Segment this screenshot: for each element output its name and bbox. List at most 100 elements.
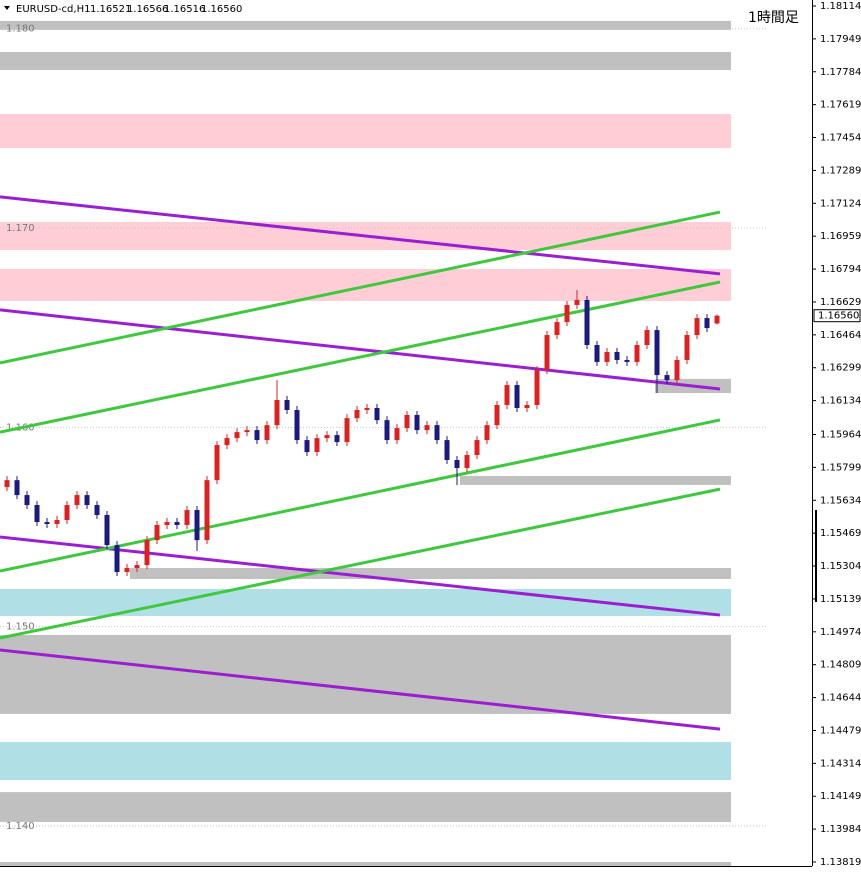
- y-tick-label: 1.17949: [820, 34, 861, 45]
- candle-body: [514, 385, 520, 408]
- zone: [0, 52, 731, 70]
- candle-body: [634, 345, 640, 362]
- candle-body: [294, 409, 300, 441]
- candle-body: [424, 425, 430, 431]
- candle-body: [194, 510, 200, 541]
- trendline: [0, 648, 721, 731]
- candle-body: [504, 385, 510, 405]
- trendline: [0, 308, 721, 391]
- candle-body: [24, 495, 30, 506]
- candle-body: [74, 495, 80, 506]
- level-label: 1.140: [6, 821, 35, 832]
- candle-body: [454, 460, 460, 468]
- candle-body: [324, 435, 330, 439]
- y-tick-label: 1.17289: [820, 165, 861, 176]
- zone: [460, 475, 731, 485]
- zone: [0, 742, 731, 781]
- candle-body: [374, 407, 380, 421]
- candle-body: [674, 359, 680, 381]
- candle-body: [264, 425, 270, 441]
- candle-body: [664, 375, 670, 381]
- y-tick-label: 1.16629: [820, 297, 861, 308]
- close-price: 1.16560: [201, 4, 242, 15]
- candle-body: [364, 407, 370, 410]
- candle-body: [94, 505, 100, 516]
- zone: [0, 862, 731, 866]
- candle-body: [44, 521, 50, 524]
- candle-body: [494, 404, 500, 426]
- candle-body: [284, 400, 290, 410]
- candle-body: [64, 505, 70, 520]
- y-tick-label: 1.15964: [820, 429, 861, 440]
- open-price: 1.16521: [90, 4, 131, 15]
- candle-body: [524, 404, 530, 408]
- y-tick-label: 1.16464: [820, 330, 861, 341]
- candle-body: [34, 505, 40, 522]
- candle-body: [534, 370, 540, 405]
- high-price: 1.16566: [127, 4, 168, 15]
- candle-body: [54, 519, 60, 524]
- candle-body: [354, 409, 360, 419]
- candle-body: [124, 568, 130, 573]
- candle-body: [574, 299, 580, 305]
- candle-body: [174, 521, 180, 525]
- y-tick-label: 1.14149: [820, 791, 861, 802]
- y-tick-label: 1.13984: [820, 824, 861, 835]
- candle-body: [704, 318, 710, 329]
- candle-body: [114, 545, 120, 573]
- y-tick-label: 1.14644: [820, 693, 861, 704]
- candle-body: [134, 565, 140, 569]
- candle-body: [594, 345, 600, 362]
- trendline: [0, 535, 721, 617]
- y-tick-label: 1.16299: [820, 363, 861, 374]
- y-tick-label: 1.15139: [820, 594, 861, 605]
- y-tick-label: 1.17619: [820, 100, 861, 111]
- candle-body: [644, 330, 650, 346]
- symbol: EURUSD-cd,H1: [16, 4, 90, 15]
- candle-body: [544, 335, 550, 371]
- y-tick-label: 1.18114: [820, 1, 861, 12]
- candle-body: [464, 455, 470, 468]
- candle-body: [164, 521, 170, 525]
- candle-body: [684, 335, 690, 360]
- trendlines: [0, 195, 721, 731]
- candle-body: [584, 299, 590, 346]
- candles: [4, 289, 720, 577]
- zone: [130, 568, 731, 579]
- candle-body: [624, 359, 630, 362]
- candle-body: [484, 425, 490, 441]
- candle-body: [214, 445, 220, 481]
- candle-body: [84, 495, 90, 506]
- candle-body: [254, 430, 260, 441]
- candle-body: [154, 524, 160, 541]
- candle-body: [104, 515, 110, 546]
- y-tick-label: 1.14314: [820, 758, 861, 769]
- zone: [0, 114, 731, 149]
- candle-body: [554, 322, 560, 336]
- menu-arrow[interactable]: [4, 6, 10, 10]
- y-tick-label: 1.14809: [820, 660, 861, 671]
- y-tick-label: 1.16794: [820, 264, 861, 275]
- zone: [0, 635, 731, 714]
- candle-body: [314, 438, 320, 453]
- y-tick-label: 1.17784: [820, 67, 861, 78]
- candle-body: [434, 425, 440, 441]
- candle-body: [204, 480, 210, 541]
- y-tick-label: 1.14479: [820, 725, 861, 736]
- level-label: 1.170: [6, 223, 35, 234]
- zone: [0, 20, 731, 30]
- trendline: [0, 280, 721, 434]
- candle-body: [234, 432, 240, 439]
- level-label: 1.180: [6, 24, 35, 35]
- price-tag: [813, 309, 861, 323]
- y-tick-label: 1.14974: [820, 627, 861, 638]
- zone: [0, 792, 731, 822]
- candle-body: [224, 438, 230, 446]
- candle-body: [564, 304, 570, 323]
- trendline: [0, 195, 721, 276]
- candle-body: [344, 418, 350, 443]
- candle-body: [654, 330, 660, 376]
- low-price: 1.16516: [164, 4, 205, 15]
